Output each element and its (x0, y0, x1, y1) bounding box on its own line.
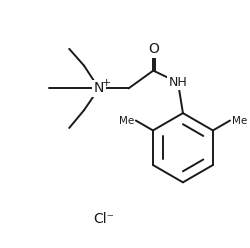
Text: Cl⁻: Cl⁻ (93, 212, 114, 226)
Text: Me: Me (232, 116, 247, 125)
Text: +: + (102, 78, 112, 89)
Text: NH: NH (168, 76, 187, 89)
Text: O: O (148, 42, 159, 56)
Text: N: N (94, 81, 104, 95)
Text: Me: Me (118, 116, 134, 125)
